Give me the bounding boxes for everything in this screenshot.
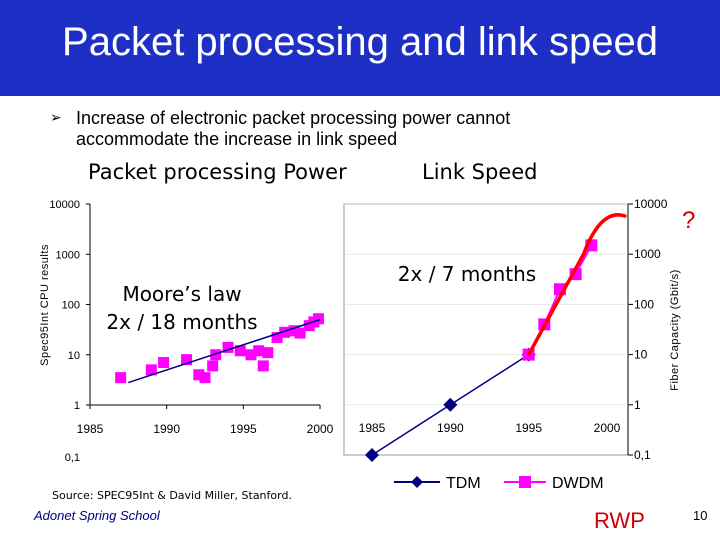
- right-chart-header: Link Speed: [422, 160, 538, 184]
- left-x-tick-label: 1995: [230, 422, 257, 436]
- link-speed-annotation: 2x / 7 months: [398, 262, 536, 286]
- moore-trend-line: [128, 318, 321, 384]
- right-x-tick-label: 2000: [594, 421, 621, 435]
- source-note: Source: SPEC95Int & David Miller, Stanfo…: [52, 489, 292, 502]
- right-x-tick-label: 1985: [359, 421, 386, 435]
- page-number: 10: [693, 508, 708, 523]
- moore-annotation-line2: 2x / 18 months: [106, 310, 257, 334]
- spec-point: [288, 325, 300, 337]
- spec-point: [222, 341, 234, 353]
- spec-point: [199, 372, 211, 384]
- question-mark: ?: [682, 207, 695, 234]
- right-y-tick-label: 1000: [634, 247, 661, 261]
- wdm-growth-trend: [526, 213, 627, 357]
- footer-school: Adonet Spring School: [34, 508, 160, 523]
- right-x-tick-label: 1990: [437, 421, 464, 435]
- left-y-axis-title: Spec95Int CPU results: [39, 244, 51, 366]
- spec-point: [145, 364, 157, 376]
- left-x-tick-label: 1990: [153, 422, 180, 436]
- spec-point: [210, 349, 222, 361]
- spec-point: [279, 326, 291, 338]
- bullet-text: Increase of electronic packet processing…: [76, 108, 511, 149]
- left-x-tick-label: 2000: [307, 422, 334, 436]
- legend-tdm-label: TDM: [446, 475, 481, 492]
- legend-dwdm-label: DWDM: [552, 475, 604, 492]
- right-y-tick-label: 100: [634, 297, 654, 311]
- left-y-tick-label: 1: [74, 400, 80, 412]
- spec-point: [193, 369, 205, 381]
- moore-annotation-line1: Moore’s law: [122, 282, 241, 306]
- spec-point: [207, 360, 219, 372]
- spec-point: [257, 360, 269, 372]
- right-y-tick-label: 1: [634, 398, 641, 412]
- spec-point: [312, 313, 324, 325]
- left-y-tick-label: 10000: [49, 199, 80, 211]
- spec-point: [245, 349, 257, 361]
- tdm-point: [443, 397, 458, 412]
- arrow-bullet-icon: ➢: [50, 110, 62, 126]
- slide-title: Packet processing and link speed: [62, 20, 658, 64]
- spec-point: [294, 327, 306, 339]
- legend-dwdm-marker: [519, 476, 531, 488]
- right-y-tick-label: 10: [634, 348, 648, 362]
- spec-point: [253, 345, 265, 357]
- left-y-tick-label: 1000: [56, 249, 80, 261]
- spec-point: [181, 354, 193, 366]
- left-extra-label: 0,1: [65, 452, 80, 464]
- legend-tdm-marker: [411, 476, 423, 488]
- left-chart-header: Packet processing Power: [88, 160, 347, 184]
- spec-point: [271, 332, 283, 344]
- spec-point: [158, 357, 170, 369]
- left-x-tick-label: 1985: [77, 422, 104, 436]
- footer-rwp: RWP: [594, 508, 645, 533]
- left-y-tick-label: 10: [68, 350, 80, 362]
- left-y-tick-label: 100: [62, 300, 80, 312]
- title-bar: [0, 0, 720, 96]
- right-y-tick-label: 10000: [634, 197, 668, 211]
- right-y-tick-label: 0,1: [634, 448, 651, 462]
- spec-point: [115, 372, 127, 384]
- right-x-tick-label: 1995: [515, 421, 542, 435]
- spec-point: [234, 345, 246, 357]
- tdm-point: [365, 448, 379, 462]
- spec-point: [262, 347, 274, 359]
- right-y-axis-title: Fiber Capacity (Gbit/s): [669, 269, 681, 391]
- left-plot-area: [90, 204, 320, 405]
